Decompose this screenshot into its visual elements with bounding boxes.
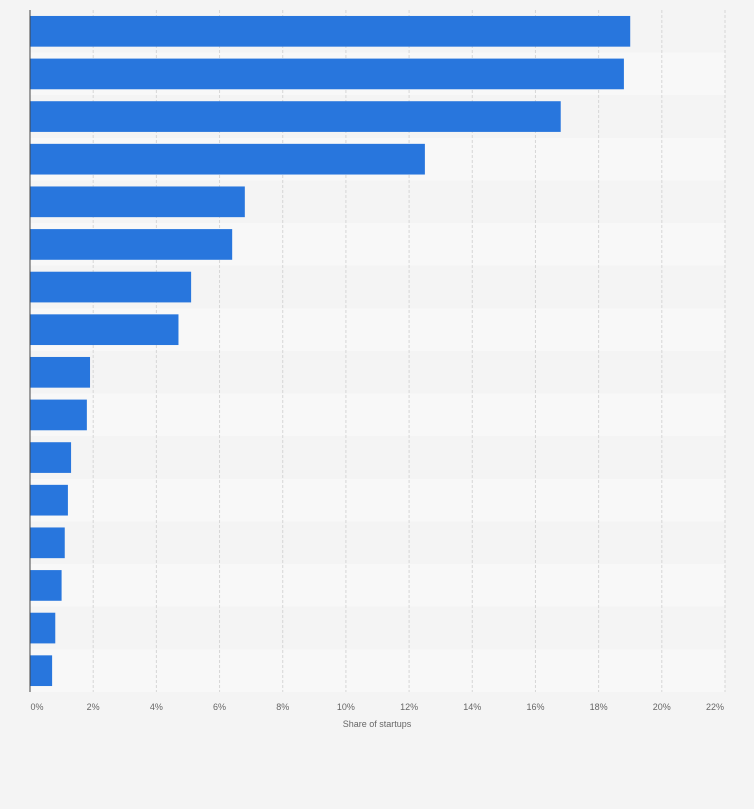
bar[interactable] — [30, 271, 192, 303]
row-band — [30, 521, 725, 565]
gridlines — [92, 10, 726, 692]
row-band — [30, 393, 725, 437]
x-tick-label: 6% — [213, 702, 226, 712]
bar[interactable] — [30, 399, 87, 431]
x-tick-label: 12% — [400, 702, 418, 712]
x-tick-label: 16% — [526, 702, 544, 712]
row-band — [30, 564, 725, 607]
x-tick-label: 8% — [276, 702, 289, 712]
bar[interactable] — [30, 612, 56, 644]
x-tick-label: 18% — [590, 702, 608, 712]
x-tick-label: 22% — [706, 702, 724, 712]
row-band — [30, 436, 725, 479]
bar[interactable] — [30, 58, 624, 90]
bar[interactable] — [30, 143, 425, 175]
bar[interactable] — [30, 101, 561, 132]
bar[interactable] — [30, 186, 245, 218]
x-tick-label: 14% — [463, 702, 481, 712]
bar[interactable] — [30, 570, 62, 601]
bars — [30, 15, 631, 687]
x-tick-label: 4% — [150, 702, 163, 712]
bar[interactable] — [30, 229, 233, 260]
x-tick-label: 20% — [653, 702, 671, 712]
x-tick-label: 10% — [337, 702, 355, 712]
row-band — [30, 606, 725, 650]
bar[interactable] — [30, 314, 179, 346]
bar[interactable] — [30, 15, 631, 47]
x-tick-labels: 0% 2% 4% 6% 8% 10% 12% 14% 16% 18% 20% 22% — [30, 702, 724, 712]
bar[interactable] — [30, 484, 68, 516]
bar[interactable] — [30, 442, 72, 473]
bar[interactable] — [30, 655, 53, 687]
x-axis-title: Share of startups — [343, 719, 412, 729]
row-band — [30, 478, 725, 522]
row-band — [30, 649, 725, 692]
bar[interactable] — [30, 527, 65, 559]
row-band — [30, 351, 725, 394]
x-tick-label: 2% — [87, 702, 100, 712]
x-tick-label: 0% — [30, 702, 43, 712]
bar[interactable] — [30, 356, 91, 388]
